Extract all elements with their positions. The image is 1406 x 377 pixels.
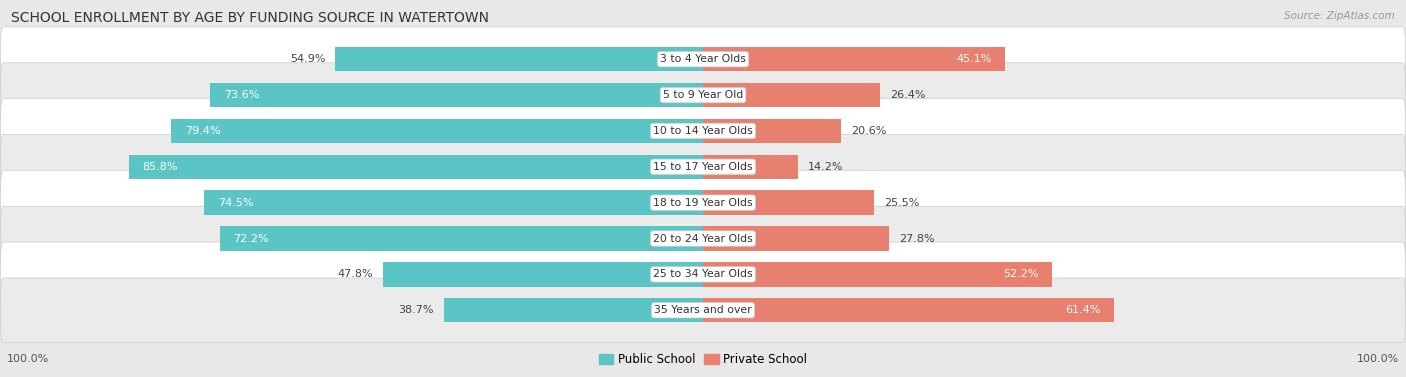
Text: 27.8%: 27.8% — [900, 233, 935, 244]
Bar — [703, 226, 889, 251]
FancyBboxPatch shape — [0, 242, 1406, 307]
Text: 74.5%: 74.5% — [218, 198, 253, 208]
Text: 25.5%: 25.5% — [884, 198, 920, 208]
Text: SCHOOL ENROLLMENT BY AGE BY FUNDING SOURCE IN WATERTOWN: SCHOOL ENROLLMENT BY AGE BY FUNDING SOUR… — [11, 11, 489, 25]
Text: 5 to 9 Year Old: 5 to 9 Year Old — [662, 90, 744, 100]
Text: 20.6%: 20.6% — [851, 126, 886, 136]
Text: Source: ZipAtlas.com: Source: ZipAtlas.com — [1284, 11, 1395, 21]
Bar — [382, 262, 703, 287]
FancyBboxPatch shape — [0, 206, 1406, 271]
Bar — [172, 119, 703, 143]
Text: 61.4%: 61.4% — [1066, 305, 1101, 315]
Text: 18 to 19 Year Olds: 18 to 19 Year Olds — [654, 198, 752, 208]
Bar — [703, 262, 1053, 287]
Text: 47.8%: 47.8% — [337, 270, 373, 279]
Text: 38.7%: 38.7% — [398, 305, 434, 315]
Text: 45.1%: 45.1% — [956, 54, 991, 64]
Text: 20 to 24 Year Olds: 20 to 24 Year Olds — [654, 233, 752, 244]
Bar — [703, 155, 799, 179]
Text: 14.2%: 14.2% — [808, 162, 844, 172]
Text: 35 Years and over: 35 Years and over — [654, 305, 752, 315]
Bar — [204, 190, 703, 215]
Bar — [219, 226, 703, 251]
FancyBboxPatch shape — [0, 27, 1406, 92]
Bar — [211, 83, 703, 107]
Text: 100.0%: 100.0% — [1357, 354, 1399, 365]
Bar — [128, 155, 703, 179]
FancyBboxPatch shape — [0, 99, 1406, 163]
Text: 72.2%: 72.2% — [233, 233, 269, 244]
Text: 26.4%: 26.4% — [890, 90, 925, 100]
FancyBboxPatch shape — [0, 170, 1406, 235]
Text: 25 to 34 Year Olds: 25 to 34 Year Olds — [654, 270, 752, 279]
Text: 15 to 17 Year Olds: 15 to 17 Year Olds — [654, 162, 752, 172]
Bar — [336, 47, 703, 71]
FancyBboxPatch shape — [0, 135, 1406, 199]
Text: 73.6%: 73.6% — [224, 90, 259, 100]
Text: 10 to 14 Year Olds: 10 to 14 Year Olds — [654, 126, 752, 136]
Bar — [703, 83, 880, 107]
Bar — [444, 298, 703, 322]
Text: 85.8%: 85.8% — [142, 162, 177, 172]
FancyBboxPatch shape — [0, 278, 1406, 343]
Bar — [703, 190, 873, 215]
Text: 3 to 4 Year Olds: 3 to 4 Year Olds — [659, 54, 747, 64]
Legend: Public School, Private School: Public School, Private School — [593, 349, 813, 371]
Bar — [703, 47, 1005, 71]
Text: 79.4%: 79.4% — [184, 126, 221, 136]
Text: 54.9%: 54.9% — [290, 54, 325, 64]
Text: 100.0%: 100.0% — [7, 354, 49, 365]
Bar — [703, 298, 1114, 322]
FancyBboxPatch shape — [0, 63, 1406, 127]
Text: 52.2%: 52.2% — [1004, 270, 1039, 279]
Bar — [703, 119, 841, 143]
